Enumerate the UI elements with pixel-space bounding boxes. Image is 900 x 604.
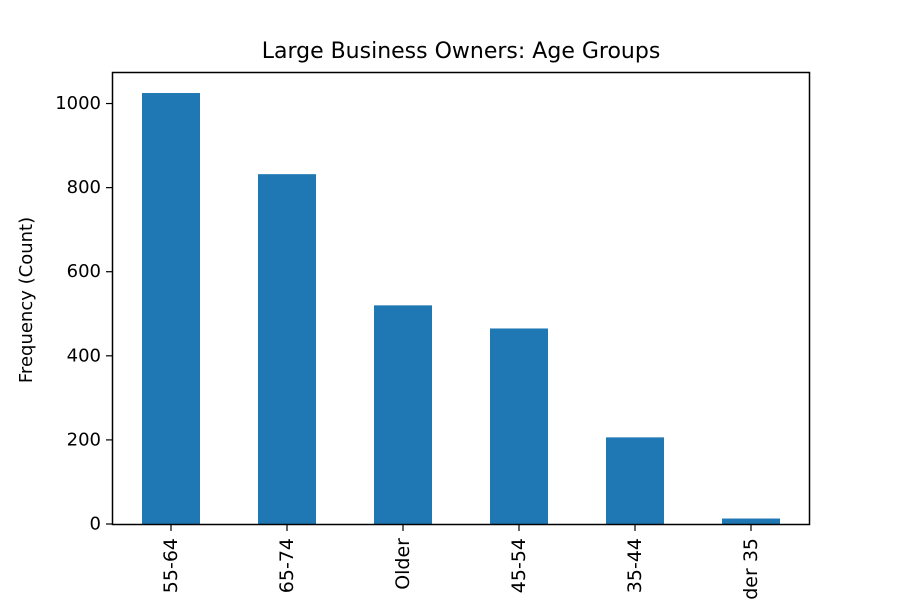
bar-4 (606, 437, 664, 524)
x-tick-label-2: Older (392, 538, 414, 590)
bar-0 (142, 93, 200, 525)
y-tick-label-2: 400 (67, 345, 101, 366)
x-tick-label-0: 55-64 (160, 538, 182, 593)
x-tick-label-4: 35-44 (624, 538, 646, 593)
bar-5 (722, 518, 780, 524)
bar-3 (490, 328, 548, 524)
bars-layer (142, 93, 780, 525)
y-tick-label-0: 0 (90, 514, 101, 535)
y-tick-label-5: 1000 (55, 93, 101, 114)
plot-frame (111, 71, 811, 526)
x-tick-label-1: 65-74 (276, 538, 298, 593)
bar-2 (374, 305, 432, 524)
x-tick-label-5: der 35 (740, 538, 762, 600)
y-tick-label-4: 800 (67, 177, 101, 198)
x-tick-label-3: 45-54 (508, 538, 530, 593)
y-axis: 0 200 400 600 800 1000 (55, 93, 113, 535)
y-tick-label-1: 200 (67, 429, 101, 450)
y-tick-label-3: 600 (67, 261, 101, 282)
y-axis-label: Frequency (Count) (16, 217, 37, 383)
chart-title: Large Business Owners: Age Groups (262, 39, 661, 64)
x-axis: 55-64 65-74 Older 45-54 35-44 der 35 (160, 524, 762, 600)
bar-1 (258, 174, 316, 525)
